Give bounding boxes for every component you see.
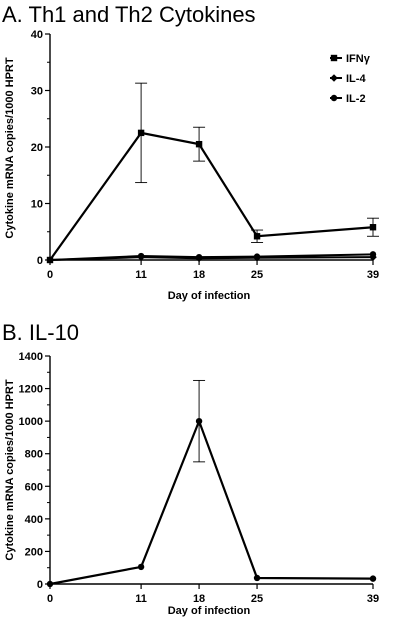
panel-a-title: A. Th1 and Th2 Cytokines	[2, 2, 256, 27]
panel-b-data-point	[369, 575, 377, 582]
panel-b-xlabel: Day of infection	[168, 605, 251, 617]
panel-b-x-tick-label: 25	[251, 593, 263, 605]
panel-a-y-tick-label: 30	[31, 86, 43, 98]
panel-a-x-tick-label: 39	[367, 269, 379, 281]
panel-a-x-tick-label: 11	[135, 269, 147, 281]
panel-a-data-point	[253, 233, 261, 240]
panel-a-data-point	[195, 253, 203, 261]
panel-b-x-tick-label: 18	[193, 593, 205, 605]
panel-a-x-tick-label: 0	[47, 269, 53, 281]
panel-a-data-point	[195, 140, 203, 148]
legend-label: IFNγ	[346, 53, 371, 65]
panel-a-data-point	[253, 253, 261, 260]
panel-a-series-line	[49, 131, 374, 261]
panel-b-chart: B. IL-10 Cytokine mRNA copies/1000 HPRT …	[2, 320, 379, 617]
panel-a-xlabel: Day of infection	[168, 290, 251, 302]
legend-label: IL-4	[346, 73, 366, 85]
panel-a-data-point	[137, 129, 145, 137]
panel-b-series-line	[49, 418, 374, 586]
panel-a-ylabel: Cytokine mRNA copies/1000 HPRT	[4, 57, 16, 238]
panel-a-y-tick-label: 10	[31, 199, 43, 211]
legend-marker	[330, 94, 338, 102]
panel-a-y-tick-label: 0	[37, 255, 43, 267]
panel-b-data-point	[253, 574, 261, 582]
panel-b-data-point	[195, 417, 203, 425]
panel-b-data-point	[46, 580, 54, 588]
legend-item: IL-2	[330, 93, 366, 105]
panel-b-y-tick-label: 1000	[19, 416, 43, 428]
panel-b-x-tick-label: 39	[367, 593, 379, 605]
panel-b-y-tick-label: 1200	[19, 384, 43, 396]
legend-marker	[330, 74, 338, 82]
panel-b-y-tick-label: 600	[25, 481, 43, 493]
panel-b-axes: 0 200 400 600 800 1000 1200 1400 0 11 18 25 39	[19, 351, 380, 605]
panel-a-chart: A. Th1 and Th2 Cytokines Cytokine mRNA c…	[2, 2, 379, 302]
panel-a-series	[46, 82, 379, 264]
panel-a-x-tick-label: 18	[193, 269, 205, 281]
panel-a-axes: 0 10 20 30 40 0 11 18 25 39	[31, 29, 379, 281]
panel-b-ylabel: Cytokine mRNA copies/1000 HPRT	[4, 379, 16, 560]
panel-a-y-tick-label: 40	[31, 29, 43, 41]
panel-a-data-point	[369, 224, 377, 231]
panel-a-y-tick-label: 20	[31, 142, 43, 154]
panel-b-y-tick-label: 0	[37, 579, 43, 591]
legend-marker	[330, 54, 338, 62]
panel-a-x-tick-label: 25	[251, 269, 263, 281]
panel-a-data-point	[369, 251, 377, 258]
legend-item: IL-4	[330, 73, 366, 85]
legend-item: IFNγ	[330, 53, 371, 65]
panel-b-y-tick-label: 800	[25, 449, 43, 461]
panel-b-x-tick-label: 11	[135, 593, 147, 605]
panel-a-data-point	[137, 252, 145, 260]
legend-label: IL-2	[346, 93, 366, 105]
panel-b-data-point	[137, 563, 145, 571]
panel-a-data-point	[46, 256, 54, 264]
panel-b-x-tick-label: 0	[47, 593, 53, 605]
panel-b-y-tick-label: 400	[25, 514, 43, 526]
panel-b-title: B. IL-10	[2, 320, 79, 345]
panel-b-y-tick-label: 200	[25, 546, 43, 558]
panel-b-y-tick-label: 1400	[19, 351, 43, 363]
panel-a-legend: IFNγ IL-4 IL-2	[330, 53, 371, 105]
panel-b-series	[46, 379, 377, 588]
